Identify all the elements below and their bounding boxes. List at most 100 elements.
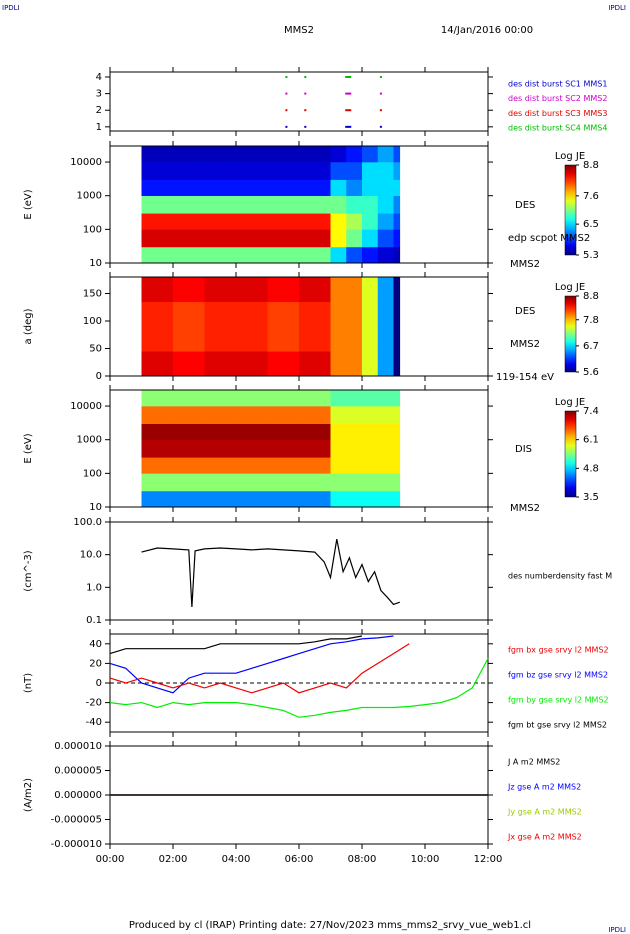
y-tick-label: 100	[83, 224, 102, 235]
point	[285, 109, 288, 112]
spectrogram-cell	[299, 301, 331, 327]
colorbar-tick-label: 7.6	[583, 191, 599, 202]
series-line	[109, 658, 489, 718]
spectrogram-cell	[377, 229, 394, 248]
spectrogram-cell	[267, 179, 300, 197]
spectrogram-cell	[173, 406, 205, 424]
spectrogram-cell	[377, 246, 394, 264]
spectrogram-cell	[204, 457, 237, 474]
spectrogram-cell	[362, 246, 379, 264]
spectrogram-cell	[173, 457, 205, 474]
spectrogram-cell	[299, 195, 331, 214]
spectrogram-cell	[141, 229, 174, 248]
spectrogram-cell	[362, 277, 379, 303]
spectrogram-cell	[377, 439, 394, 458]
spectrogram-cell	[236, 326, 268, 352]
spectrogram-cell	[173, 473, 205, 492]
spectrogram-cell	[362, 351, 379, 377]
y-tick-label: 1	[96, 122, 102, 133]
legend-entry: des dist burst SC1 MMS1	[508, 80, 607, 89]
spectrogram-cell	[141, 213, 174, 230]
y-tick-label: -40	[86, 717, 102, 728]
spectrogram-cell	[377, 326, 394, 352]
colorbar-tick-label: 6.1	[583, 435, 599, 446]
spectrogram-cell	[299, 406, 331, 424]
spectrogram-cell	[299, 490, 331, 508]
spectrogram-cell	[173, 246, 205, 264]
legend-entry: des dist burst SC2 MMS2	[508, 94, 607, 103]
spectrogram-cell	[346, 457, 363, 474]
point	[304, 109, 307, 112]
panel: Log JE7.4 6.1 4.8 3.5 DIS MMS2 10 100 1000 10000 E…	[23, 385, 599, 514]
spectrogram-cell	[377, 146, 394, 163]
spectrogram-cell	[141, 277, 174, 303]
spectrogram-cell	[299, 439, 331, 458]
spectrogram-cell	[267, 301, 300, 327]
spectrogram-cell	[299, 457, 331, 474]
spectrogram-cell	[346, 390, 363, 407]
y-tick-label: -0.000005	[51, 815, 102, 826]
y-tick-label: 0	[96, 678, 102, 689]
point	[345, 75, 352, 78]
spectrogram-cell	[141, 457, 174, 474]
spectrogram-cell	[393, 195, 401, 214]
legend-entry: Jz gse A m2 MMS2	[507, 783, 581, 792]
colorbar	[564, 295, 577, 373]
legend-entry: des numberdensity fast M	[508, 572, 612, 581]
spectrogram-cell	[267, 390, 300, 407]
series-line	[109, 635, 394, 694]
spectrogram-cell	[236, 195, 268, 214]
spectrogram-cell	[393, 246, 401, 264]
spectrogram-cell	[173, 490, 205, 508]
spectrogram-cell	[141, 473, 174, 492]
spectrogram-cell	[299, 179, 331, 197]
spectrogram-cell	[362, 473, 379, 492]
spectrogram-cell	[330, 195, 347, 214]
y-axis-label: E (eV)	[23, 433, 34, 463]
spectrogram-cell	[141, 490, 174, 508]
spectrogram-cell	[362, 439, 379, 458]
y-tick-label: 50	[89, 344, 102, 355]
y-tick-label: 10000	[70, 401, 102, 412]
spectrogram-cell	[346, 423, 363, 441]
spectrogram-cell	[236, 390, 268, 407]
point	[304, 125, 307, 128]
spectrogram-cell	[330, 457, 347, 474]
panel: 40 20 0 -20 -40 (nT) fgm bt gse srvy l2 MMS2 fg…	[23, 629, 609, 737]
annotation: MMS2	[510, 259, 540, 270]
spectrogram-cell	[362, 423, 379, 441]
colorbar-tick-label: 5.6	[583, 367, 599, 378]
spectrogram-cell	[393, 146, 401, 163]
y-tick-label: 2	[96, 105, 102, 116]
spectrogram-cell	[299, 423, 331, 441]
y-tick-label: 0.1	[86, 615, 102, 626]
spectrogram-cell	[173, 277, 205, 303]
spectrogram-cell	[362, 229, 379, 248]
spectrogram-cell	[236, 277, 268, 303]
spectrogram-cell	[346, 326, 363, 352]
y-tick-label: 0.000005	[54, 766, 102, 777]
x-tick-label: 04:00	[222, 854, 251, 865]
spectrogram-cell	[236, 162, 268, 180]
colorbar-title: Log JE	[555, 397, 585, 408]
spectrogram-cell	[346, 406, 363, 424]
colorbar	[564, 164, 577, 256]
spectrogram-cell	[393, 179, 401, 197]
spectrogram-cell	[267, 423, 300, 441]
spectrogram-cell	[299, 390, 331, 407]
y-tick-label: 10.0	[80, 550, 102, 561]
spectrogram-cell	[362, 146, 379, 163]
point	[379, 125, 382, 128]
spectrogram-cell	[236, 246, 268, 264]
spectrogram-cell	[267, 162, 300, 180]
spectrogram-cell	[299, 229, 331, 248]
spectrogram-cell	[204, 326, 237, 352]
y-tick-label: 150	[83, 289, 102, 300]
colorbar-tick-label: 4.8	[583, 463, 599, 474]
spectrogram-cell	[204, 406, 237, 424]
y-tick-label: 0	[96, 371, 102, 382]
legend-entry: J A m2 MMS2	[507, 758, 560, 767]
x-tick-label: 06:00	[285, 854, 314, 865]
spectrogram-cell	[330, 326, 347, 352]
